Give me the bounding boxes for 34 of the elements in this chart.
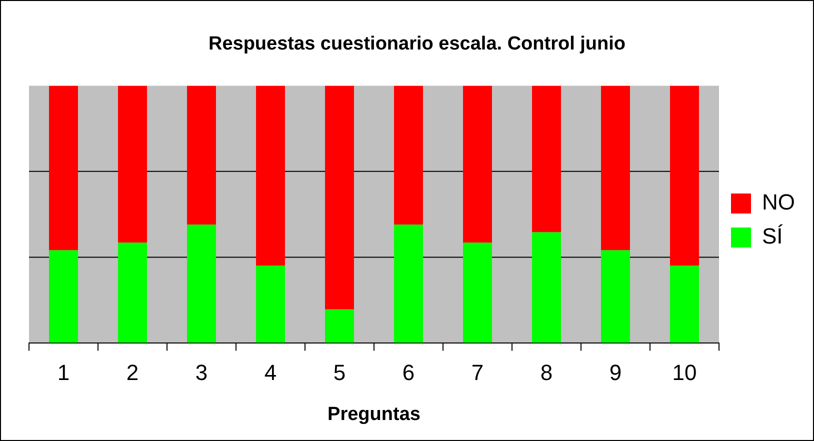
x-tick-label: 4 [264, 360, 277, 386]
legend-label: SÍ [762, 224, 784, 249]
bar [49, 86, 78, 250]
bar [670, 86, 699, 266]
bar [118, 242, 147, 343]
bar [532, 86, 561, 232]
bar [463, 242, 492, 343]
x-tick-label: 7 [471, 360, 484, 386]
x-tick-label: 9 [609, 360, 622, 386]
x-tick-label: 2 [126, 360, 139, 386]
bar [325, 309, 354, 343]
x-axis-title: Preguntas [328, 404, 420, 425]
bar [325, 86, 354, 310]
x-tick-label: 5 [333, 360, 346, 386]
chart-title: Respuestas cuestionario escala. Control junio [208, 34, 626, 55]
bar [601, 250, 630, 343]
legend-label: NO [762, 190, 795, 215]
x-tick-label: 1 [57, 360, 70, 386]
bar [118, 86, 147, 243]
bar [532, 232, 561, 343]
bar [601, 86, 630, 250]
bar [256, 266, 285, 343]
bar [187, 224, 216, 343]
x-tick-label: 8 [540, 360, 553, 386]
bar [463, 86, 492, 243]
x-tick-label: 3 [195, 360, 208, 386]
bar [187, 86, 216, 225]
x-tick-label: 10 [672, 360, 697, 386]
x-tick-label: 6 [402, 360, 415, 386]
bar [670, 266, 699, 343]
bar [394, 86, 423, 225]
bar [256, 86, 285, 266]
bar [394, 224, 423, 343]
bar [49, 250, 78, 343]
